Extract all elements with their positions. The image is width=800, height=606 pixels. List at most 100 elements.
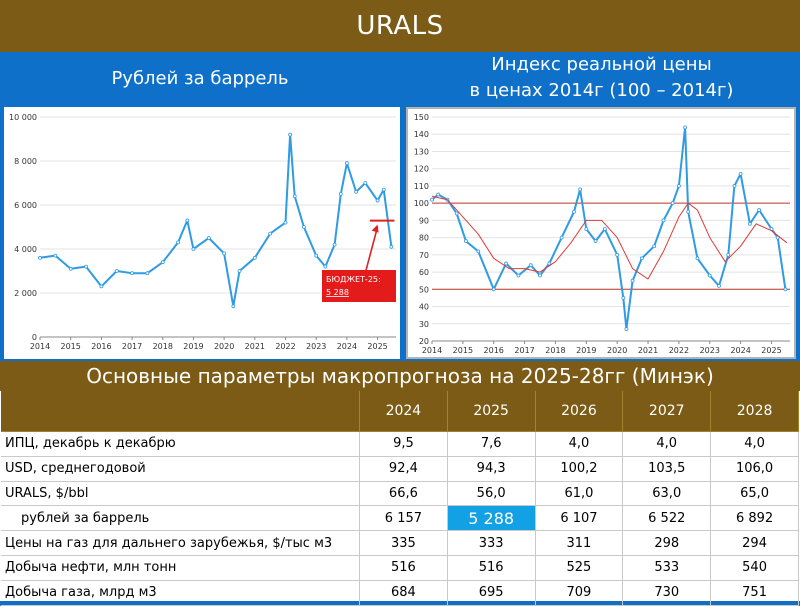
- data-point: [652, 244, 657, 249]
- data-point: [584, 227, 589, 231]
- y-tick-label: 140: [414, 130, 429, 139]
- data-point: [621, 296, 626, 300]
- x-tick-label: 2017: [514, 346, 534, 355]
- table-cell: 92,4: [359, 456, 448, 482]
- y-tick-label: 8 000: [14, 157, 37, 166]
- data-point: [538, 273, 542, 278]
- header-cell: 2028: [710, 391, 799, 432]
- table-cell: 9,5: [359, 431, 448, 457]
- x-tick-label: 2021: [638, 346, 658, 355]
- y-tick-label: 130: [414, 147, 429, 156]
- x-tick-label: 2018: [153, 342, 173, 351]
- x-tick-label: 2020: [214, 342, 234, 351]
- x-tick-label: 2014: [422, 346, 442, 355]
- y-tick-label: 60: [419, 268, 429, 277]
- data-point: [757, 208, 762, 212]
- x-tick-label: 2015: [453, 346, 473, 355]
- table-cell: 63,0: [622, 481, 712, 507]
- table-cell: 709: [535, 580, 624, 606]
- budget-arrow: [363, 226, 379, 279]
- table-cell: 298: [622, 530, 712, 556]
- data-point: [624, 327, 629, 331]
- table-cell: 65,0: [710, 481, 799, 507]
- budget-label: БЮДЖЕТ-25:: [326, 275, 381, 284]
- real-price-index-chart: 20 30 40 50 60 70 80 90 100 110 120 130 140 150 2014 20…: [406, 107, 796, 359]
- data-point: [160, 260, 165, 265]
- data-point: [252, 255, 257, 260]
- table-cell: 540: [710, 555, 799, 581]
- y-tick-label: 6 000: [14, 201, 37, 210]
- rub-per-barrel-svg: 0 2 000 4 000 6 000 8 000 10 000 2014 2015 2016 2…: [9, 113, 396, 351]
- header-cell: 2025: [447, 391, 536, 432]
- table-cell: 6 107: [535, 505, 624, 532]
- table-cell: 100,2: [535, 456, 624, 482]
- table-cell: 730: [622, 580, 712, 606]
- right-chart-title: Индекс реальной цены в ценах 2014г (100 …: [403, 52, 800, 104]
- x-tick-label: 2021: [245, 342, 265, 351]
- right-chart-title-line2: в ценах 2014г (100 – 2014г): [469, 80, 734, 101]
- data-point: [661, 218, 666, 223]
- row-label: URALS, $/bbl: [1, 481, 361, 507]
- header-cell: 2024: [359, 391, 448, 432]
- row-label: ИПЦ, декабрь к декабрю: [1, 431, 361, 457]
- data-point: [389, 244, 394, 249]
- table-header-row: 2024 2025 2026 2027 2028: [1, 391, 799, 432]
- row-label: рублей за баррель: [1, 505, 361, 532]
- y-tick-label: 100: [414, 199, 429, 208]
- row-label: USD, среднегодовой: [1, 456, 361, 482]
- data-point: [738, 171, 743, 176]
- data-point: [283, 220, 288, 225]
- data-point: [268, 231, 273, 236]
- table-row: ИПЦ, декабрь к декабрю 9,5 7,6 4,0 4,0 4,0: [1, 431, 799, 457]
- budget-value: 5 288: [326, 288, 349, 297]
- budget-arrowhead: [371, 224, 379, 233]
- table-cell: 106,0: [710, 456, 799, 482]
- x-tick-label: 2019: [183, 342, 203, 351]
- data-point: [302, 225, 306, 229]
- x-tick-label: 2023: [700, 346, 720, 355]
- x-tick-label: 2024: [730, 346, 750, 355]
- table-cell: 311: [535, 530, 624, 556]
- table-cell: 7,6: [447, 431, 536, 457]
- data-point: [185, 218, 190, 223]
- y-tick-label: 40: [419, 303, 429, 312]
- data-point: [747, 221, 752, 226]
- data-point: [686, 209, 691, 214]
- y-tick-label: 90: [419, 216, 429, 225]
- data-point: [354, 189, 359, 194]
- data-point: [572, 209, 576, 214]
- data-point: [53, 253, 58, 258]
- data-point: [676, 184, 681, 188]
- x-tick-label: 2019: [576, 346, 596, 355]
- y-tick-label: 70: [419, 251, 429, 260]
- x-tick-label: 2022: [669, 346, 689, 355]
- data-point: [338, 192, 343, 196]
- data-point: [683, 125, 687, 130]
- header-cell: [1, 391, 361, 432]
- data-point: [231, 304, 236, 309]
- table-cell: 525: [535, 555, 624, 581]
- budget-box: [322, 270, 396, 302]
- data-point: [547, 261, 552, 266]
- header-cell: 2026: [535, 391, 624, 432]
- data-point: [504, 261, 508, 266]
- data-point: [375, 198, 380, 203]
- x-tick-label: 2014: [30, 342, 50, 351]
- x-tick-label: 2025: [367, 342, 387, 351]
- table-cell: 294: [710, 530, 799, 556]
- y-tick-label: 20: [419, 337, 429, 346]
- x-tick-label: 2023: [306, 342, 326, 351]
- data-point: [288, 132, 293, 137]
- header-cell: 2027: [622, 391, 712, 432]
- data-point: [783, 287, 788, 292]
- data-point: [332, 242, 337, 247]
- data-point: [99, 284, 104, 289]
- data-point: [639, 256, 644, 261]
- data-point: [292, 194, 297, 199]
- table-cell: 335: [359, 530, 448, 556]
- data-point: [38, 255, 42, 260]
- data-point: [430, 197, 434, 202]
- page-title: URALS: [0, 0, 800, 52]
- data-point: [559, 235, 564, 240]
- table-cell: 695: [447, 580, 536, 606]
